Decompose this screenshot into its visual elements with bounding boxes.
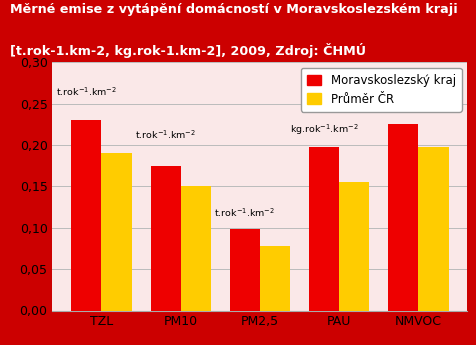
Text: Měrné emise z vytápění domácností v Moravskoslezském kraji: Měrné emise z vytápění domácností v Mora… bbox=[10, 3, 456, 17]
Bar bbox=[150, 166, 180, 310]
Legend: Moravskoslezský kraj, Průměr ČR: Moravskoslezský kraj, Průměr ČR bbox=[300, 68, 461, 112]
Text: kg.rok$^{-1}$.km$^{-2}$: kg.rok$^{-1}$.km$^{-2}$ bbox=[289, 122, 358, 137]
Text: [t.rok-1.km-2, kg.rok-1.km-2], 2009, Zdroj: ČHMÚ: [t.rok-1.km-2, kg.rok-1.km-2], 2009, Zdr… bbox=[10, 43, 365, 58]
Bar bbox=[338, 182, 368, 310]
Text: t.rok$^{-1}$.km$^{-2}$: t.rok$^{-1}$.km$^{-2}$ bbox=[56, 85, 117, 98]
Bar bbox=[180, 186, 210, 310]
Bar bbox=[308, 147, 338, 310]
Text: t.rok$^{-1}$.km$^{-2}$: t.rok$^{-1}$.km$^{-2}$ bbox=[214, 207, 275, 219]
Bar bbox=[259, 246, 289, 310]
Bar bbox=[101, 153, 131, 310]
Bar bbox=[71, 120, 101, 310]
Bar bbox=[229, 229, 259, 310]
Bar bbox=[417, 147, 447, 310]
Text: t.rok$^{-1}$.km$^{-2}$: t.rok$^{-1}$.km$^{-2}$ bbox=[135, 128, 196, 141]
Text: t.rok$^{-1}$.km$^{-2}$: t.rok$^{-1}$.km$^{-2}$ bbox=[372, 85, 433, 98]
Bar bbox=[387, 124, 417, 310]
